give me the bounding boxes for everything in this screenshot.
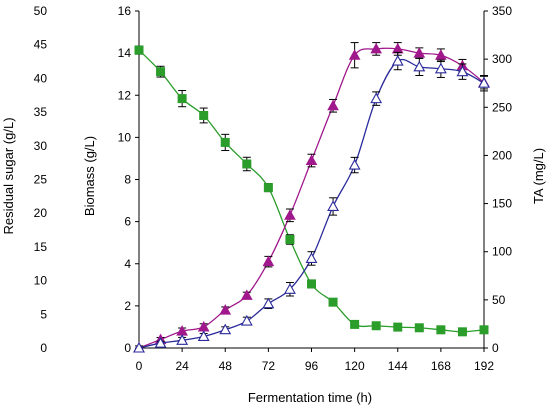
ta-tick-label: 250: [492, 100, 512, 114]
series-line-sugar: [138, 49, 485, 333]
biomass-tick-label: 4: [124, 257, 131, 271]
biomass-tick-label: 6: [124, 215, 131, 229]
data-point-ta: [154, 337, 167, 348]
data-point-sugar: [371, 321, 381, 331]
ta-tick-label: 100: [492, 245, 512, 259]
data-point-biomass: [284, 209, 296, 220]
data-point-ta: [133, 341, 145, 353]
data-point-sugar: [350, 319, 360, 329]
x-tick-label: 0: [136, 359, 143, 373]
data-point-biomass: [305, 154, 318, 166]
data-point-sugar: [177, 94, 187, 104]
data-point-ta: [413, 60, 426, 72]
sugar-tick-label: 20: [34, 206, 48, 220]
data-point-ta: [240, 314, 253, 326]
sugar-tick-label: 30: [34, 139, 48, 153]
series-line-ta: [138, 58, 485, 349]
biomass-tick-label: 10: [118, 130, 132, 144]
data-point-sugar: [414, 323, 424, 333]
x-tick-label: 120: [345, 359, 365, 373]
x-tick-label: 168: [431, 359, 451, 373]
data-point-sugar: [263, 183, 273, 193]
y-axis-title-residual-sugar: Residual sugar (g/L): [1, 117, 16, 234]
sugar-tick-label: 0: [40, 341, 47, 355]
data-point-ta: [478, 77, 490, 88]
y-axis-title-biomass: Biomass (g/L): [82, 136, 97, 216]
data-point-ta: [219, 323, 232, 335]
biomass-tick-label: 14: [118, 46, 132, 60]
biomass-tick-label: 12: [118, 88, 132, 102]
ta-tick-label: 350: [492, 4, 512, 18]
ta-tick-label: 50: [492, 293, 506, 307]
y-axis-title-ta: TA (mg/L): [531, 148, 546, 204]
data-point-biomass: [370, 42, 383, 54]
data-point-sugar: [457, 327, 467, 337]
series-sugar: [134, 45, 489, 337]
data-point-sugar: [307, 279, 316, 289]
sugar-tick-label: 50: [34, 4, 48, 18]
series-biomass: [133, 42, 490, 353]
data-point-biomass: [219, 304, 232, 315]
ta-tick-label: 0: [492, 341, 499, 355]
data-point-biomass: [348, 49, 361, 60]
sugar-tick-label: 25: [34, 173, 48, 187]
data-point-ta: [434, 62, 447, 74]
x-tick-label: 144: [388, 359, 408, 373]
sugar-tick-label: 35: [34, 105, 48, 119]
data-point-sugar: [393, 322, 403, 332]
data-point-biomass: [262, 255, 275, 267]
data-point-sugar: [220, 137, 230, 147]
sugar-tick-label: 45: [34, 38, 48, 52]
data-point-biomass: [327, 99, 339, 111]
series-ta: [133, 51, 490, 353]
sugar-tick-label: 40: [34, 71, 48, 85]
x-axis-title: Fermentation time (h): [248, 390, 372, 405]
ta-tick-label: 200: [492, 148, 512, 162]
sugar-tick-label: 5: [40, 307, 47, 321]
ta-tick-label: 300: [492, 52, 512, 66]
data-point-ta: [456, 65, 469, 77]
biomass-tick-label: 2: [124, 299, 131, 313]
data-point-biomass: [240, 289, 253, 300]
sugar-tick-label: 10: [34, 274, 48, 288]
x-tick-label: 72: [262, 359, 276, 373]
axes-layer: 0 24 48 72 96 120 144 168 1920246810121416051015…: [34, 4, 513, 373]
data-point-ta: [305, 252, 318, 264]
data-point-biomass: [413, 47, 426, 58]
data-point-sugar: [199, 110, 209, 120]
x-tick-label: 24: [175, 359, 189, 373]
x-tick-label: 48: [219, 359, 233, 373]
data-point-ta: [262, 297, 275, 309]
data-point-ta: [348, 158, 361, 170]
x-tick-label: 96: [305, 359, 319, 373]
data-point-ta: [284, 283, 296, 294]
data-point-sugar: [242, 159, 252, 169]
data-point-ta: [391, 54, 404, 66]
series-layer: [133, 42, 490, 353]
biomass-tick-label: 16: [118, 4, 132, 18]
data-point-ta: [176, 334, 189, 345]
data-point-biomass: [435, 49, 447, 60]
data-point-sugar: [436, 325, 446, 335]
data-point-sugar: [134, 45, 144, 55]
sugar-tick-label: 15: [34, 240, 48, 254]
ta-tick-label: 150: [492, 197, 512, 211]
data-point-sugar: [328, 297, 338, 307]
data-point-sugar: [285, 234, 295, 244]
x-tick-label: 192: [474, 359, 494, 373]
biomass-tick-label: 8: [124, 173, 131, 187]
data-point-sugar: [156, 67, 166, 77]
data-point-sugar: [479, 325, 489, 335]
data-point-ta: [327, 200, 339, 212]
biomass-tick-label: 0: [124, 341, 131, 355]
series-line-biomass: [138, 47, 485, 349]
data-point-ta: [197, 330, 210, 341]
data-point-ta: [370, 92, 383, 104]
